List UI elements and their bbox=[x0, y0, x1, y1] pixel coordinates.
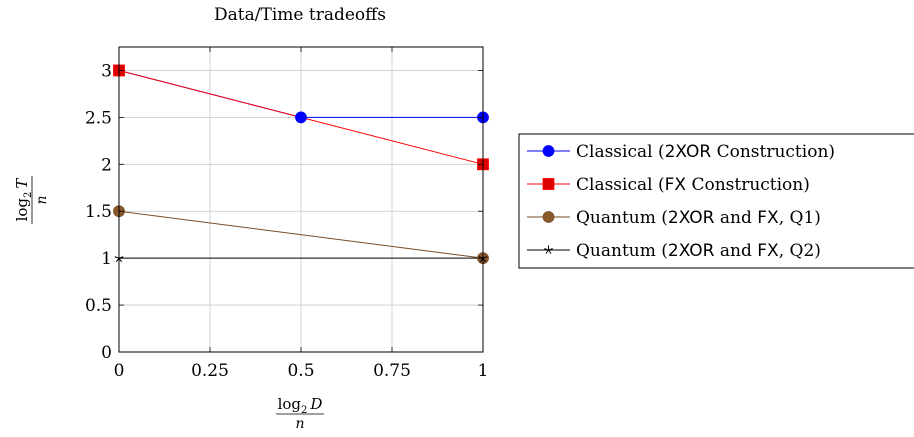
legend-label-4: Quantum (2XOR and FX, Q2) bbox=[576, 241, 821, 261]
x-tick-label: 0.5 bbox=[287, 361, 314, 381]
series-line-3 bbox=[118, 210, 484, 259]
y-tick-label: 1 bbox=[101, 249, 112, 269]
tick-marks bbox=[118, 47, 484, 353]
x-tick-label: 0 bbox=[114, 361, 125, 381]
legend-marker-2 bbox=[542, 178, 555, 190]
legend-label-1: Classical (2XOR Construction) bbox=[576, 142, 835, 162]
legend: Classical (2XOR Construction) Classical (… bbox=[518, 133, 914, 269]
legend-marker-1 bbox=[542, 145, 555, 157]
y-tick-label: 3 bbox=[101, 61, 112, 81]
x-tick-label: 1 bbox=[478, 361, 489, 381]
y-tick-label: 2 bbox=[101, 155, 112, 175]
legend-label-2: Classical (FX Construction) bbox=[576, 175, 810, 195]
data-point-series-1 bbox=[295, 111, 307, 124]
y-axis-label: log2T n bbox=[13, 176, 50, 224]
chart-title: Data/Time tradeoffs bbox=[214, 5, 386, 25]
legend-label-3: Quantum (2XOR and FX, Q1) bbox=[576, 208, 821, 228]
x-tick-label: 0.75 bbox=[373, 361, 411, 381]
legend-marker-4 bbox=[544, 245, 553, 254]
grid-lines bbox=[118, 47, 484, 353]
x-tick-labels: 0 0.25 0.5 0.75 1 bbox=[114, 361, 489, 381]
legend-box bbox=[518, 133, 914, 269]
x-axis-label: log2 D n bbox=[276, 395, 324, 432]
svg-text:n: n bbox=[295, 416, 304, 432]
y-tick-label: 0 bbox=[101, 343, 112, 363]
y-tick-label: 0.5 bbox=[85, 296, 112, 316]
y-tick-label: 2.5 bbox=[85, 108, 112, 128]
y-tick-labels: 0 0.5 1 1.5 2 2.5 3 bbox=[85, 61, 112, 363]
legend-marker-3 bbox=[542, 211, 555, 223]
x-tick-label: 0.25 bbox=[191, 361, 229, 381]
svg-text:log2T: log2T bbox=[13, 178, 34, 222]
svg-text:n: n bbox=[34, 195, 50, 204]
y-tick-label: 1.5 bbox=[85, 202, 112, 222]
